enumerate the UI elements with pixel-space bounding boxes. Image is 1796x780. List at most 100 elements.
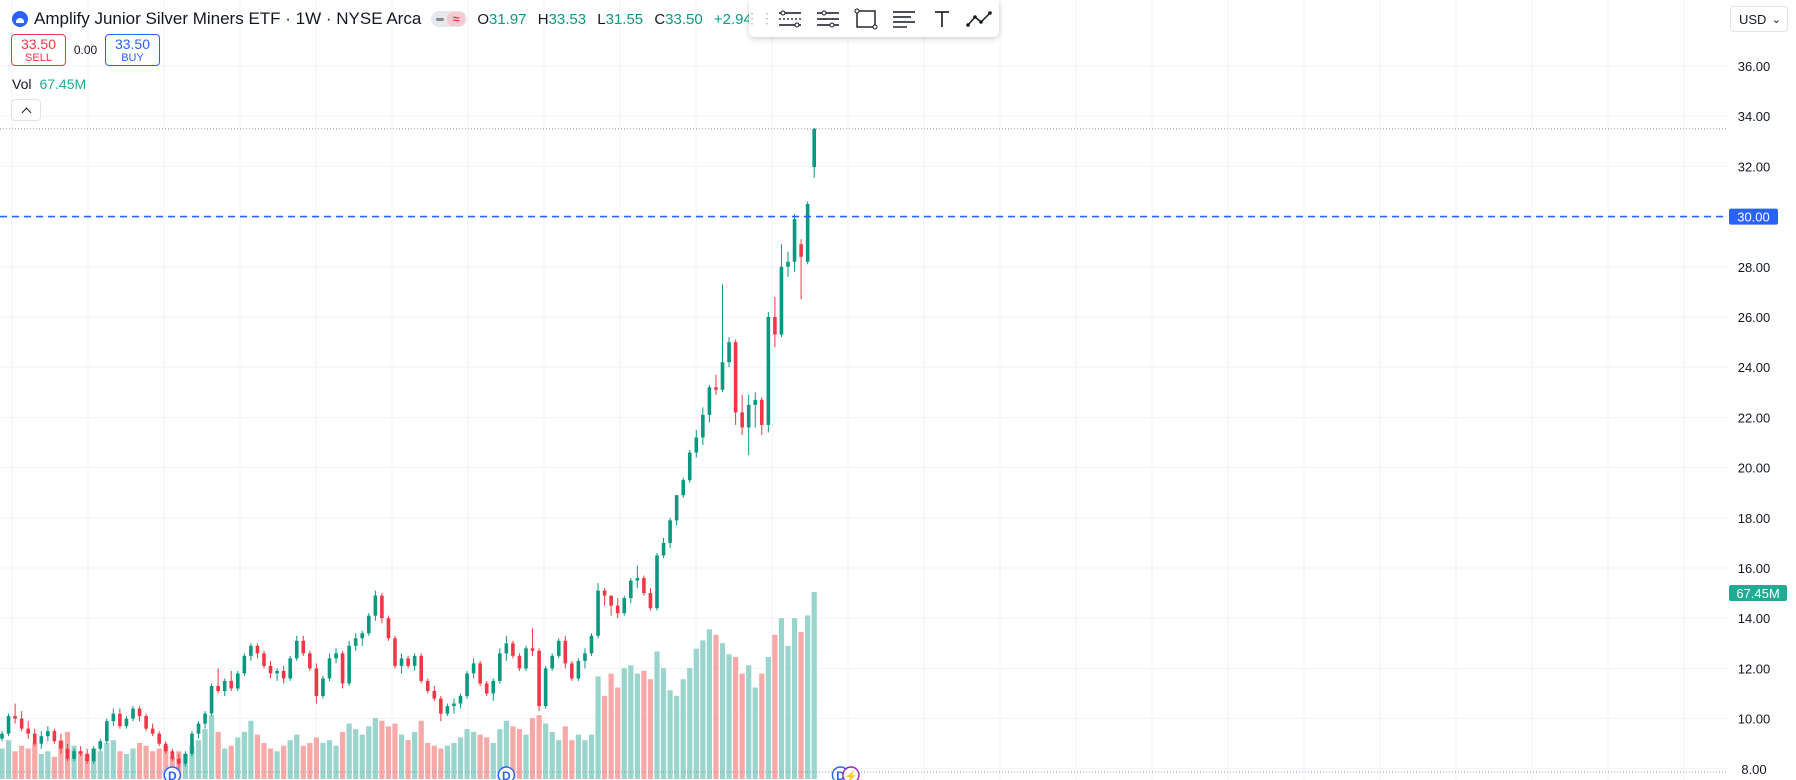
- candle-body: [0, 733, 4, 739]
- price-tick-label: 14.00: [1738, 611, 1771, 626]
- dividend-marker-label: D: [836, 769, 845, 780]
- candle-body: [707, 387, 712, 415]
- close-label: C: [654, 10, 666, 28]
- currency-select[interactable]: USD ⌄: [1730, 6, 1788, 32]
- candle-body: [91, 748, 96, 762]
- volume-bar: [687, 668, 693, 779]
- candle-body: [216, 685, 220, 691]
- candle-body: [314, 668, 319, 697]
- volume-bar: [510, 726, 516, 779]
- volume-bar: [71, 745, 77, 779]
- volume-bar: [451, 742, 457, 779]
- forecast-icon[interactable]: [961, 4, 999, 34]
- candle-body: [236, 673, 240, 689]
- sell-label: SELL: [25, 51, 52, 64]
- volume-bar: [189, 745, 195, 779]
- volume-bar: [543, 723, 549, 779]
- volume-bar: [772, 634, 778, 779]
- volume-bar: [412, 731, 418, 779]
- candle-body: [72, 751, 76, 759]
- volume-bar: [674, 695, 680, 779]
- candle-body: [118, 713, 122, 727]
- candle-body: [46, 731, 50, 737]
- volume-tag-label: 67.45M: [1736, 586, 1779, 601]
- candle-body: [39, 736, 44, 744]
- candle-body: [432, 690, 437, 699]
- candle-body: [137, 708, 142, 717]
- event-markers: D D D ⚡: [163, 766, 860, 780]
- candle-body: [537, 650, 541, 707]
- candle-body: [596, 590, 600, 636]
- volume-bar: [5, 740, 12, 779]
- collapse-legend-button[interactable]: [11, 99, 41, 121]
- price-tick-label: 36.00: [1738, 59, 1771, 74]
- sell-button[interactable]: 33.50 SELL: [11, 34, 66, 66]
- alert-price-tag: [1729, 208, 1778, 225]
- candle-body: [642, 578, 646, 594]
- volume-bar: [110, 740, 116, 779]
- parallel-channel-icon[interactable]: [771, 4, 809, 34]
- volume-bar: [693, 648, 699, 779]
- candle-body: [59, 741, 63, 749]
- candle-body: [720, 362, 725, 390]
- symbol-title[interactable]: Amplify Junior Silver Miners ETF · 1W · …: [34, 9, 422, 28]
- candle-body: [458, 696, 463, 704]
- candle-body: [393, 638, 397, 666]
- volume-bar: [294, 734, 300, 779]
- candle-body: [268, 665, 273, 674]
- candle-body: [563, 640, 568, 664]
- candle-body: [334, 653, 338, 659]
- candle-body: [635, 578, 640, 581]
- volume-bar: [529, 718, 536, 779]
- candle-body: [478, 663, 482, 684]
- candle-body: [367, 615, 371, 634]
- volume-bar: [680, 679, 686, 779]
- volume-bar: [25, 748, 31, 779]
- price-tick-label: 34.00: [1738, 109, 1771, 124]
- regression-channel-icon[interactable]: [809, 4, 847, 34]
- volume-bar: [405, 740, 411, 779]
- candle-body: [380, 595, 384, 619]
- candle-body: [792, 219, 797, 262]
- candle-body: [615, 605, 620, 614]
- lines-icon[interactable]: [885, 4, 923, 34]
- volume-bar: [51, 756, 57, 779]
- candle-body: [511, 643, 515, 656]
- volume-bar: [45, 751, 51, 779]
- candle-body: [740, 412, 744, 428]
- volume-bar: [634, 673, 640, 779]
- volume-bar: [156, 748, 162, 779]
- candle-body: [694, 437, 699, 453]
- volume-bar: [261, 742, 267, 779]
- volume-bar: [130, 748, 136, 779]
- candle-body: [105, 721, 109, 742]
- low-label: L: [597, 10, 606, 28]
- candle-body: [144, 716, 148, 729]
- spread-value: 0.00: [73, 43, 98, 57]
- high-value: 33.53: [548, 10, 587, 28]
- volume-bar: [320, 742, 326, 779]
- candle-body: [805, 204, 810, 262]
- buy-button[interactable]: 33.50 BUY: [105, 34, 160, 66]
- text-icon[interactable]: [923, 4, 961, 34]
- dividend-marker: [497, 766, 516, 780]
- grip-icon[interactable]: ⋮⋮: [745, 10, 775, 26]
- candle-body: [26, 728, 30, 734]
- buy-label: BUY: [121, 51, 144, 64]
- ohlc-values: O31.97 H33.53 L31.55 C33.50 +2.94 (+9.62…: [477, 11, 817, 28]
- volume-bar: [569, 740, 575, 779]
- volume-bar: [726, 654, 732, 779]
- status-pill[interactable]: ≈: [431, 11, 468, 27]
- rectangle-icon[interactable]: [847, 4, 885, 34]
- volume-bar: [490, 742, 496, 779]
- volume-bar: [248, 720, 254, 779]
- volume-bar: [307, 742, 313, 779]
- volume-bar: [19, 745, 25, 779]
- candle-body: [687, 452, 692, 481]
- candle-body: [196, 723, 201, 734]
- volume-bar: [556, 740, 562, 779]
- candle-body: [674, 495, 679, 521]
- candle-body: [229, 680, 234, 689]
- candle-body: [157, 733, 161, 744]
